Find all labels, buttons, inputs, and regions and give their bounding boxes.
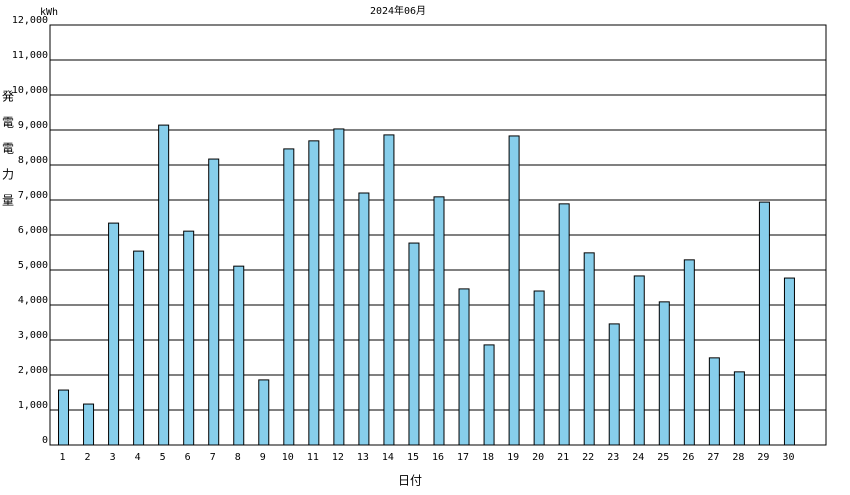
- x-tick-label: 20: [532, 452, 544, 463]
- x-tick-label: 10: [282, 452, 294, 463]
- x-tick-label: 18: [482, 452, 494, 463]
- y-tick-label: 7,000: [18, 190, 48, 201]
- bar: [358, 192, 370, 446]
- x-axis-title: 日付: [398, 474, 422, 488]
- x-tick-label: 6: [185, 452, 191, 463]
- x-tick-label: 11: [307, 452, 319, 463]
- y-tick-label: 10,000: [12, 85, 48, 96]
- x-tick-label: 19: [507, 452, 519, 463]
- y-tick-label: 4,000: [18, 295, 48, 306]
- bar: [158, 124, 170, 446]
- x-tick-label: 9: [260, 452, 266, 463]
- x-tick-label: 4: [135, 452, 141, 463]
- y-axis-title: 発電電力量: [1, 90, 15, 220]
- x-tick-label: 28: [732, 452, 744, 463]
- x-tick-label: 12: [332, 452, 344, 463]
- x-tick-label: 14: [382, 452, 394, 463]
- bar: [783, 277, 795, 446]
- x-tick-label: 2: [85, 452, 91, 463]
- bar: [558, 203, 570, 446]
- bar: [658, 301, 670, 446]
- x-tick-label: 25: [657, 452, 669, 463]
- y-tick-label: 12,000: [12, 15, 48, 26]
- x-tick-label: 30: [782, 452, 794, 463]
- y-tick-label: 1,000: [18, 400, 48, 411]
- x-tick-label: 16: [432, 452, 444, 463]
- x-tick-label: 7: [210, 452, 216, 463]
- bar: [83, 403, 95, 446]
- chart-title: 2024年06月: [370, 4, 426, 17]
- bar: [258, 379, 270, 446]
- bar: [183, 230, 195, 446]
- bar: [708, 357, 720, 446]
- y-tick-label: 3,000: [18, 330, 48, 341]
- x-tick-label: 27: [707, 452, 719, 463]
- x-tick-label: 8: [235, 452, 241, 463]
- bar: [458, 288, 470, 446]
- x-tick-label: 17: [457, 452, 469, 463]
- x-tick-label: 21: [557, 452, 569, 463]
- bar: [533, 290, 545, 446]
- y-tick-label: 8,000: [18, 155, 48, 166]
- x-tick-label: 3: [110, 452, 116, 463]
- bar: [483, 344, 495, 446]
- bar: [233, 265, 245, 446]
- bar: [208, 158, 220, 446]
- x-tick-label: 13: [357, 452, 369, 463]
- x-tick-label: 23: [607, 452, 619, 463]
- bar: [58, 389, 70, 446]
- bar: [308, 140, 320, 446]
- y-tick-label: 6,000: [18, 225, 48, 236]
- bar: [583, 252, 595, 446]
- bar: [733, 371, 745, 446]
- y-tick-label: 0: [42, 435, 48, 446]
- x-tick-label: 5: [160, 452, 166, 463]
- bar: [408, 242, 420, 446]
- y-tick-label: 9,000: [18, 120, 48, 131]
- y-tick-label: 2,000: [18, 365, 48, 376]
- bar: [108, 222, 120, 446]
- bar: [283, 148, 295, 446]
- y-unit: kWh: [40, 7, 58, 18]
- x-tick-label: 22: [582, 452, 594, 463]
- x-tick-label: 15: [407, 452, 419, 463]
- x-tick-label: 26: [682, 452, 694, 463]
- bar: [608, 323, 620, 446]
- bar: [508, 135, 520, 446]
- bar: [633, 275, 645, 446]
- bar: [383, 134, 395, 446]
- bar: [758, 201, 770, 446]
- y-tick-label: 5,000: [18, 260, 48, 271]
- bar: [333, 128, 345, 446]
- bar: [433, 196, 445, 446]
- x-tick-label: 1: [60, 452, 66, 463]
- y-tick-label: 11,000: [12, 50, 48, 61]
- bar: [683, 259, 695, 446]
- x-tick-label: 24: [632, 452, 644, 463]
- bar: [133, 250, 145, 446]
- x-tick-label: 29: [757, 452, 769, 463]
